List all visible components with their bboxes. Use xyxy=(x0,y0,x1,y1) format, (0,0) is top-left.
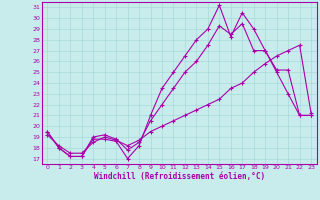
X-axis label: Windchill (Refroidissement éolien,°C): Windchill (Refroidissement éolien,°C) xyxy=(94,172,265,181)
